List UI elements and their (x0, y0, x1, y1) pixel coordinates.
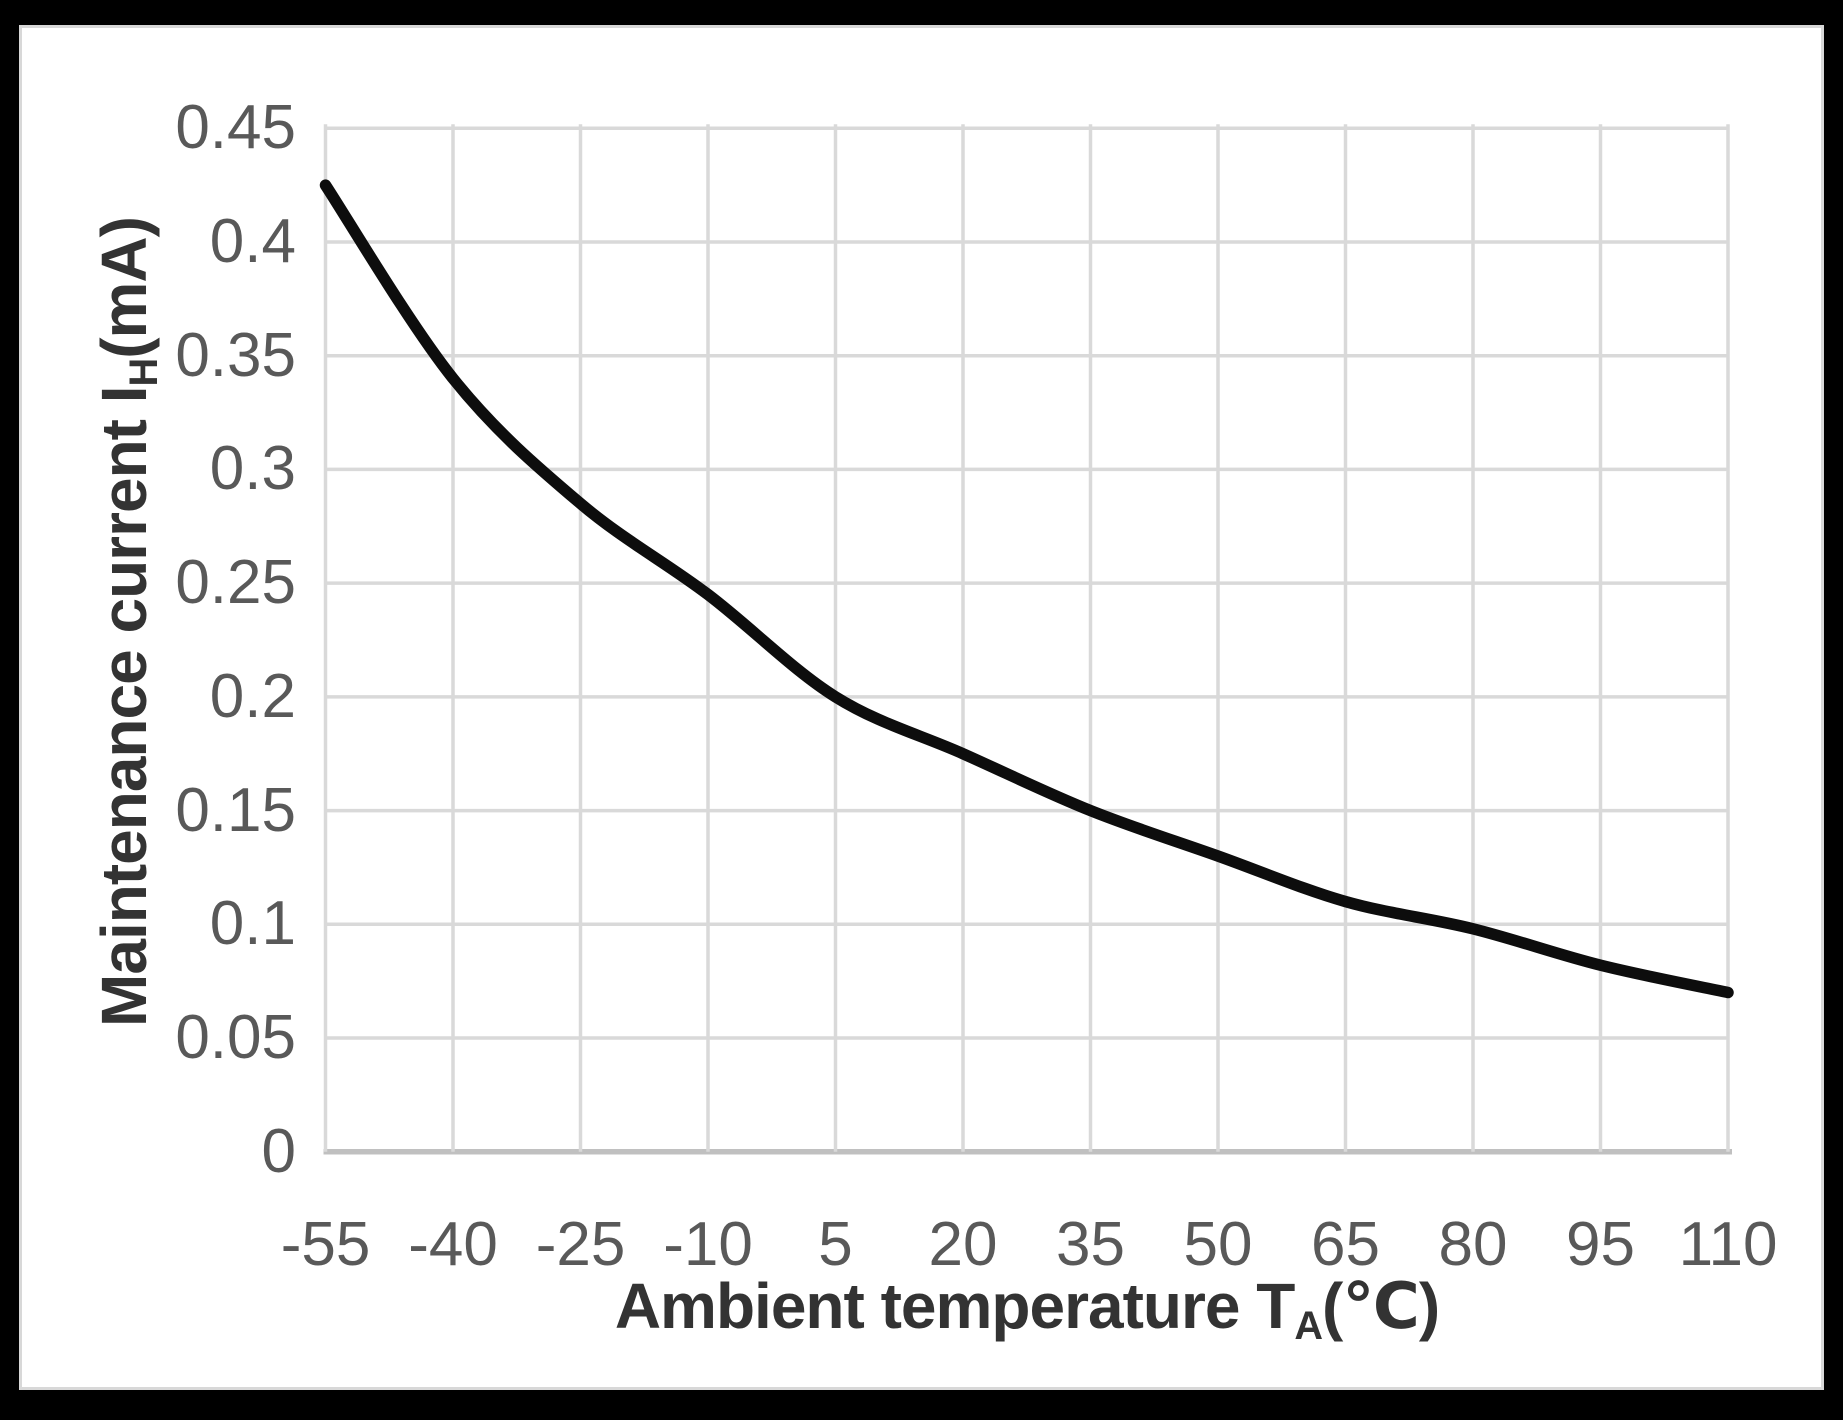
y-tick-label: 0 (261, 1116, 296, 1186)
x-title-suffix: (℃) (1322, 1270, 1440, 1342)
y-tick-label: 0.1 (209, 889, 296, 959)
x-tick-label: 95 (1566, 1210, 1635, 1279)
x-tick-label: 35 (1056, 1210, 1125, 1279)
y-tick-label: 0.25 (175, 548, 296, 618)
x-tick-label: -55 (280, 1210, 371, 1279)
x-tick-label: 110 (1678, 1210, 1778, 1279)
x-tick-label: 80 (1438, 1210, 1508, 1279)
y-tick-label: 0.35 (175, 320, 296, 390)
y-tick-label: 0.2 (209, 661, 296, 731)
y-title-prefix: Maintenance current I (88, 386, 160, 1027)
y-axis-title: Maintenance current IH(mA) (88, 217, 166, 1027)
y-tick-label: 0.15 (175, 775, 296, 845)
x-title-prefix: Ambient temperature T (614, 1270, 1296, 1342)
x-tick-label: -10 (663, 1210, 753, 1279)
y-tick-label: 0.4 (209, 207, 296, 276)
chart-panel (19, 25, 1824, 1390)
x-title-subscript: A (1294, 1304, 1323, 1349)
x-tick-label: 5 (818, 1210, 853, 1279)
y-tick-label: 0.3 (209, 434, 296, 504)
y-tick-label: 0.45 (175, 93, 296, 163)
series-curve (319, 179, 1734, 999)
y-title-subscript: H (122, 358, 167, 387)
y-tick-label: 0.05 (175, 1002, 296, 1072)
y-title-suffix: (mA) (88, 217, 160, 359)
x-tick-label: 50 (1183, 1210, 1253, 1279)
x-tick-label: -25 (535, 1210, 626, 1279)
x-tick-label: -40 (408, 1210, 498, 1279)
x-axis-title: Ambient temperature TA(℃) (615, 1274, 1440, 1346)
x-tick-label: 65 (1311, 1210, 1380, 1279)
x-tick-label: 20 (928, 1210, 998, 1279)
